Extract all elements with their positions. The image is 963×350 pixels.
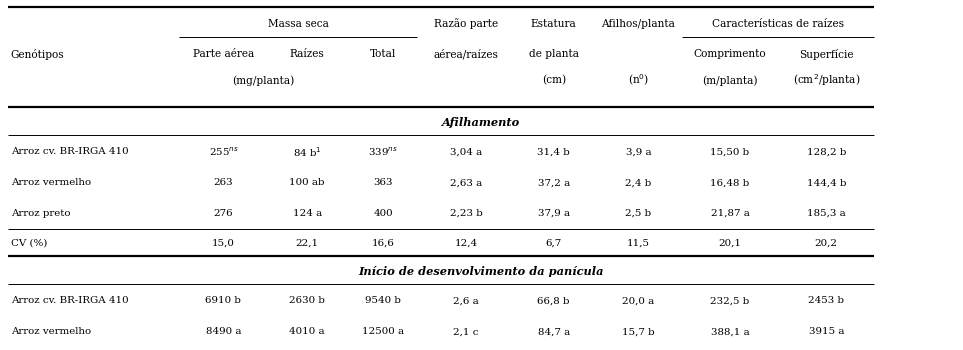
Text: Massa seca: Massa seca xyxy=(268,19,328,29)
Text: 363: 363 xyxy=(374,178,393,187)
Text: Afilhamento: Afilhamento xyxy=(442,117,521,128)
Text: 16,6: 16,6 xyxy=(372,239,395,248)
Text: CV (%): CV (%) xyxy=(11,239,47,248)
Text: 100 ab: 100 ab xyxy=(290,178,325,187)
Text: 276: 276 xyxy=(214,209,233,218)
Text: 6,7: 6,7 xyxy=(546,239,561,248)
Text: Genótipos: Genótipos xyxy=(11,49,65,60)
Text: 185,3 a: 185,3 a xyxy=(807,209,846,218)
Text: 2,1 c: 2,1 c xyxy=(454,327,479,336)
Text: (mg/planta): (mg/planta) xyxy=(232,75,294,86)
Text: (cm): (cm) xyxy=(541,75,566,86)
Text: 37,2 a: 37,2 a xyxy=(537,178,570,187)
Text: 15,50 b: 15,50 b xyxy=(711,147,749,156)
Text: 232,5 b: 232,5 b xyxy=(711,296,749,306)
Text: 16,48 b: 16,48 b xyxy=(711,178,749,187)
Text: Afilhos/planta: Afilhos/planta xyxy=(602,19,675,29)
Text: 2,4 b: 2,4 b xyxy=(625,178,652,187)
Text: 9540 b: 9540 b xyxy=(365,296,402,306)
Text: 3,9 a: 3,9 a xyxy=(626,147,651,156)
Text: 20,0 a: 20,0 a xyxy=(622,296,655,306)
Text: Características de raízes: Características de raízes xyxy=(712,19,845,29)
Text: Arroz preto: Arroz preto xyxy=(11,209,70,218)
Text: (cm$^{2}$/planta): (cm$^{2}$/planta) xyxy=(793,72,860,89)
Text: Total: Total xyxy=(370,49,397,59)
Text: 8490 a: 8490 a xyxy=(206,327,241,336)
Text: aérea/raízes: aérea/raízes xyxy=(433,49,499,60)
Text: 12,4: 12,4 xyxy=(455,239,478,248)
Text: 2,5 b: 2,5 b xyxy=(625,209,652,218)
Text: 22,1: 22,1 xyxy=(296,239,319,248)
Text: Arroz cv. BR-IRGA 410: Arroz cv. BR-IRGA 410 xyxy=(11,147,128,156)
Text: 21,87 a: 21,87 a xyxy=(711,209,749,218)
Text: Arroz cv. BR-IRGA 410: Arroz cv. BR-IRGA 410 xyxy=(11,296,128,306)
Text: Razão parte: Razão parte xyxy=(434,19,498,29)
Text: 2,23 b: 2,23 b xyxy=(450,209,482,218)
Text: 339$^{ns}$: 339$^{ns}$ xyxy=(369,146,398,158)
Text: 31,4 b: 31,4 b xyxy=(537,147,570,156)
Text: (m/planta): (m/planta) xyxy=(702,75,758,86)
Text: 66,8 b: 66,8 b xyxy=(537,296,570,306)
Text: 144,4 b: 144,4 b xyxy=(806,178,846,187)
Text: Estatura: Estatura xyxy=(531,19,577,29)
Text: 20,2: 20,2 xyxy=(815,239,838,248)
Text: 263: 263 xyxy=(214,178,233,187)
Text: 124 a: 124 a xyxy=(293,209,322,218)
Text: Arroz vermelho: Arroz vermelho xyxy=(11,178,91,187)
Text: Parte aérea: Parte aérea xyxy=(193,49,254,59)
Text: 255$^{ns}$: 255$^{ns}$ xyxy=(209,146,238,158)
Text: 2,6 a: 2,6 a xyxy=(454,296,479,306)
Text: 6910 b: 6910 b xyxy=(205,296,242,306)
Text: 2,63 a: 2,63 a xyxy=(450,178,482,187)
Text: 128,2 b: 128,2 b xyxy=(807,147,846,156)
Text: Comprimento: Comprimento xyxy=(693,49,767,59)
Text: de planta: de planta xyxy=(529,49,579,59)
Text: Início de desenvolvimento da panícula: Início de desenvolvimento da panícula xyxy=(359,266,604,277)
Text: 400: 400 xyxy=(374,209,393,218)
Text: Arroz vermelho: Arroz vermelho xyxy=(11,327,91,336)
Text: 15,0: 15,0 xyxy=(212,239,235,248)
Text: 12500 a: 12500 a xyxy=(362,327,404,336)
Text: Raízes: Raízes xyxy=(290,49,325,59)
Text: 4010 a: 4010 a xyxy=(290,327,325,336)
Text: 84 b$^{1}$: 84 b$^{1}$ xyxy=(293,145,322,159)
Text: 11,5: 11,5 xyxy=(627,239,650,248)
Text: 2630 b: 2630 b xyxy=(289,296,325,306)
Text: 20,1: 20,1 xyxy=(718,239,742,248)
Text: 388,1 a: 388,1 a xyxy=(711,327,749,336)
Text: 3915 a: 3915 a xyxy=(809,327,844,336)
Text: 3,04 a: 3,04 a xyxy=(450,147,482,156)
Text: 84,7 a: 84,7 a xyxy=(537,327,570,336)
Text: 2453 b: 2453 b xyxy=(808,296,845,306)
Text: 15,7 b: 15,7 b xyxy=(622,327,655,336)
Text: 37,9 a: 37,9 a xyxy=(537,209,570,218)
Text: Superfície: Superfície xyxy=(799,49,853,60)
Text: (n$^{0}$): (n$^{0}$) xyxy=(628,73,649,88)
